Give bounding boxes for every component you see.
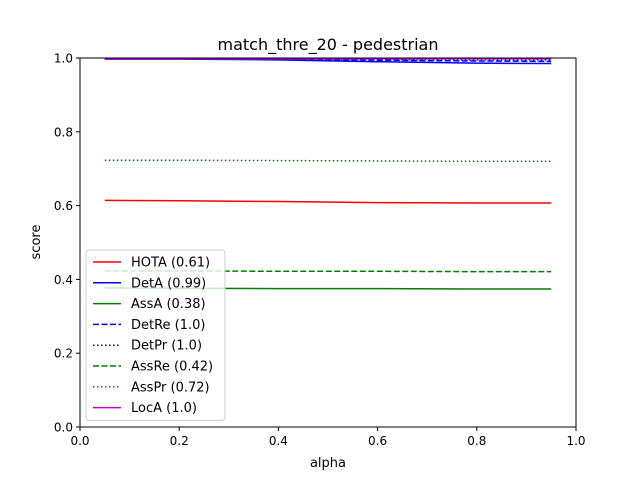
y-tick-label: 0.0 [54,421,73,435]
series-line-6 [104,159,552,163]
legend-box [85,249,226,421]
y-tick-label: 0.8 [54,125,73,139]
y-axis-label: score [29,225,44,260]
legend-label: AssRe (0.42) [131,360,213,375]
x-tick-label: 0.8 [467,434,486,448]
x-tick-label: 0.6 [368,434,387,448]
y-tick-label: 0.4 [54,273,73,287]
y-tick-label: 0.2 [54,347,73,361]
series-line-0 [104,199,552,204]
legend-label: DetA (0.99) [131,276,206,291]
plot-frame [79,57,577,428]
legend-label: AssPr (0.72) [131,380,210,395]
legend-label: DetRe (1.0) [131,318,206,333]
y-tick-label: 0.6 [54,199,73,213]
x-tick-label: 0.0 [70,434,89,448]
legend: HOTA (0.61) DetA (0.99) AssA (0.38) DetRe (… [85,249,226,421]
legend-label: DetPr (1.0) [131,339,202,354]
legend-label: LocA (1.0) [131,401,197,416]
legend-label: HOTA (0.61) [131,256,210,271]
series-line-4 [104,57,552,61]
x-axis-label: alpha [310,456,346,471]
chart-title: match_thre_20 - pedestrian [218,35,439,55]
legend-label: AssA (0.38) [131,297,206,312]
x-tick-label: 0.2 [170,434,189,448]
y-axis-ticks: 0.0 0.2 0.4 0.6 0.8 1.0 [54,52,80,435]
x-tick-label: 1.0 [566,434,585,448]
series-layer [104,57,552,290]
x-tick-label: 0.4 [269,434,288,448]
x-axis-ticks: 0.0 0.2 0.4 0.6 0.8 1.0 [70,427,586,448]
y-tick-label: 1.0 [54,52,73,66]
